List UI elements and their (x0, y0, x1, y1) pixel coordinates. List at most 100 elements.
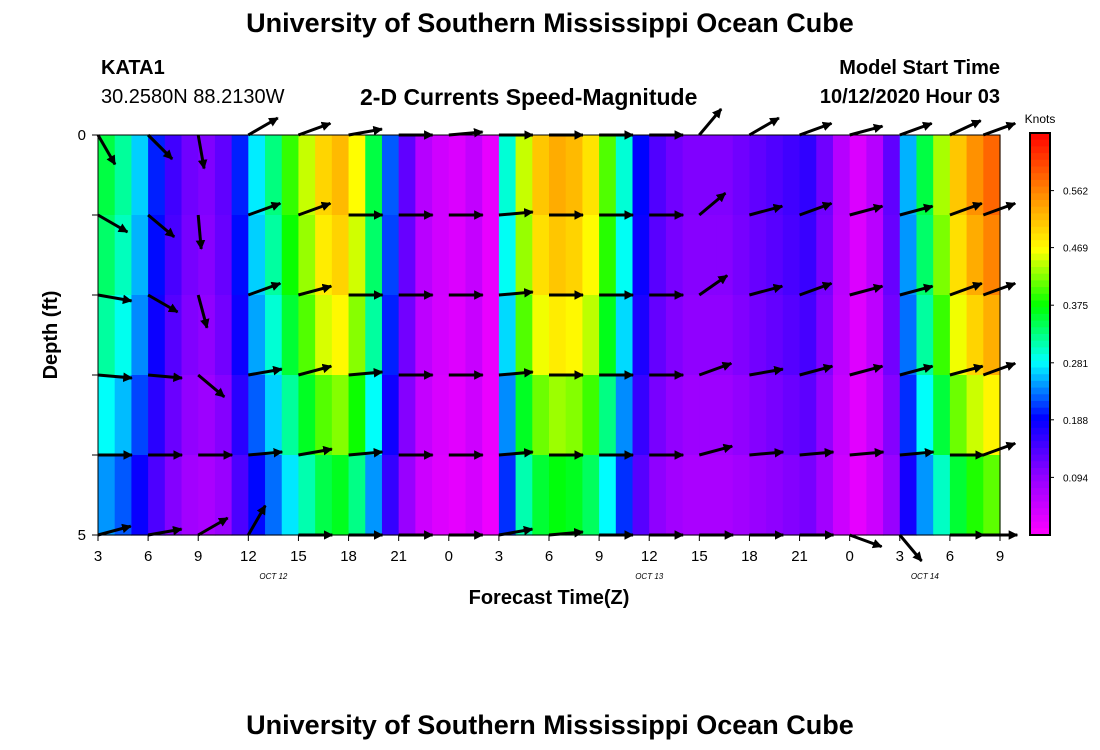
heatmap-cell (665, 295, 684, 376)
colorbar-tick-label: 0.094 (1063, 473, 1088, 484)
heatmap-cell (131, 295, 149, 376)
colorbar-swatch (1030, 394, 1050, 402)
heatmap-cell (899, 135, 918, 216)
y-tick-label: 0 (78, 127, 86, 144)
colorbar-tick-label: 0.469 (1063, 244, 1088, 255)
heatmap-cell (933, 215, 951, 296)
heatmap-cell (682, 375, 700, 456)
colorbar-swatch (1030, 427, 1050, 435)
x-tick-label: 3 (495, 548, 503, 565)
current-vector-arrow (97, 293, 133, 305)
heatmap-cell (899, 375, 918, 456)
current-vector-arrow (298, 283, 333, 297)
colorbar-swatch (1030, 441, 1050, 449)
x-tick-label: 18 (340, 548, 357, 565)
heatmap-cell (348, 375, 366, 456)
x-tick-label: 21 (791, 548, 808, 565)
heatmap-cell (164, 295, 183, 376)
heatmap-cell (331, 295, 350, 376)
colorbar-swatch (1030, 387, 1050, 395)
heatmap-cell (732, 215, 751, 296)
heatmap-cell (565, 215, 583, 296)
heatmap-cell (849, 215, 867, 296)
heatmap-cell (832, 135, 851, 216)
heatmap-cell (933, 135, 951, 216)
current-vector-arrow (899, 121, 933, 137)
heatmap-cell (214, 455, 233, 536)
heatmap-cell (348, 455, 366, 536)
colorbar-swatch (1030, 421, 1050, 429)
colorbar-swatch (1030, 474, 1050, 482)
x-tick-label: 0 (845, 548, 853, 565)
heatmap-cell (281, 375, 300, 456)
heatmap-cell (148, 455, 166, 536)
heatmap-cell (465, 135, 483, 216)
x-tick-label: 9 (194, 548, 202, 565)
heatmap-cell (365, 135, 383, 216)
heatmap-cell (515, 135, 533, 216)
current-vector-arrow (849, 533, 883, 549)
colorbar-unit: Knots (1025, 112, 1056, 126)
colorbar-swatch (1030, 481, 1050, 489)
current-vector-arrow (97, 523, 132, 537)
heatmap-cell (615, 375, 634, 456)
heatmap-cell (432, 215, 450, 296)
heatmap-cell (148, 215, 166, 296)
heatmap-cell (482, 455, 500, 536)
heatmap-cell (482, 215, 500, 296)
current-vector-arrow (348, 125, 383, 137)
current-vector-arrow (248, 365, 283, 377)
current-vector-arrow (348, 447, 384, 458)
heatmap-cell (749, 375, 767, 456)
heatmap-cell (381, 135, 400, 216)
heatmap-cell (448, 295, 467, 376)
heatmap-cell (281, 215, 300, 296)
heatmap-cell (649, 135, 667, 216)
x-tick-label: 9 (996, 548, 1004, 565)
heatmap-cell (515, 215, 533, 296)
heatmap-cell (432, 295, 450, 376)
heatmap-cell (498, 295, 517, 376)
colorbar-swatch (1030, 434, 1050, 442)
heatmap-cell (832, 375, 851, 456)
colorbar-swatch (1030, 179, 1050, 188)
heatmap-cell (665, 135, 684, 216)
heatmap-cell (315, 215, 333, 296)
colorbar-swatch (1030, 374, 1050, 382)
heatmap-cell (849, 375, 867, 456)
heatmap-cell (248, 455, 266, 536)
heatmap-cell (699, 215, 717, 296)
heatmap-cell (966, 375, 984, 456)
heatmap-cell (866, 455, 884, 536)
heatmap-cell (98, 215, 116, 296)
x-tick-label: 15 (691, 548, 708, 565)
x-tick-label: 12 (240, 548, 257, 565)
current-vector-arrow (949, 201, 983, 217)
x-tick-label: 3 (896, 548, 904, 565)
heatmap-cell (482, 295, 500, 376)
heatmap-cell (816, 215, 834, 296)
heatmap-cell (599, 135, 617, 216)
model-start-time: 10/12/2020 Hour 03 (819, 86, 1000, 108)
heatmap-cell (515, 375, 533, 456)
heatmap-cell (649, 375, 667, 456)
heatmap-cell (949, 135, 968, 216)
heatmap-cell (632, 375, 650, 456)
heatmap-cell (599, 215, 617, 296)
heatmap-cell (415, 295, 433, 376)
heatmap-cell (565, 135, 583, 216)
current-vector-arrow (247, 116, 279, 137)
current-vector-arrow (982, 121, 1017, 137)
heatmap-cell (482, 135, 500, 216)
colorbar-swatch (1030, 146, 1050, 154)
heatmap-cell (966, 215, 984, 296)
heatmap-cell (899, 295, 918, 376)
heatmap-cell (231, 295, 249, 376)
current-vector-arrow (197, 516, 229, 537)
heatmap-cell (348, 135, 366, 216)
colorbar-swatch (1030, 233, 1050, 241)
heatmap-cell (582, 215, 600, 296)
heatmap-cell (532, 295, 550, 376)
heatmap-cell (298, 375, 316, 456)
colorbar-swatch (1030, 501, 1050, 509)
